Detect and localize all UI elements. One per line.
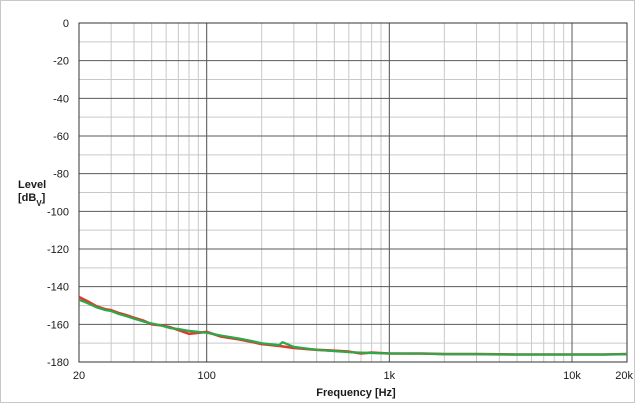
y-tick-label: -40: [53, 93, 69, 105]
y-tick-label: -20: [53, 56, 69, 68]
plot-area-border: [78, 22, 628, 363]
y-tick-label: -160: [47, 319, 69, 331]
y-tick-label: -120: [47, 244, 69, 256]
x-tick-label: 20: [73, 370, 85, 382]
y-tick-label: -180: [47, 357, 69, 369]
x-axis-title: Frequency [Hz]: [316, 387, 396, 399]
series-line-2: [78, 298, 628, 356]
x-tick-label: 100: [197, 370, 215, 382]
x-tick-labels: 20 100 1k 10k 20k: [73, 370, 634, 382]
x-tick-label: 1k: [384, 370, 396, 382]
y-axis-title-line2: [dBV]: [18, 192, 46, 208]
y-tick-label: -80: [53, 169, 69, 181]
series-layer: [78, 295, 628, 356]
y-tick-label: -60: [53, 131, 69, 143]
y-tick-labels: 0 -20 -40 -60 -80 -100 -120 -140 -160 -180: [47, 18, 69, 369]
y-tick-label: 0: [63, 18, 69, 30]
x-tick-label: 20k: [615, 370, 633, 382]
y-tick-label: -140: [47, 282, 69, 294]
y-axis-title-line1: Level: [18, 179, 46, 191]
minor-gridlines: [78, 23, 628, 362]
y-tick-label: -100: [47, 206, 69, 218]
x-tick-label: 10k: [563, 370, 581, 382]
